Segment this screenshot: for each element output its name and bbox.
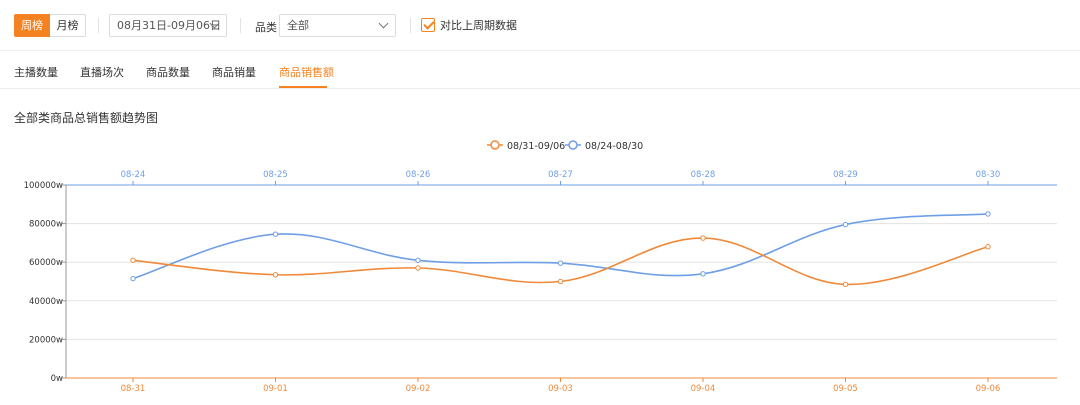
filter-toolbar: 周榜 月榜 08月31日-09月06日 品类 全部 对比上周期数据: [0, 0, 1080, 51]
bottom-x-tick-label: 09-03: [548, 384, 573, 394]
legend-previous-label: 08/24-08/30: [585, 141, 643, 152]
bottom-x-tick-label: 09-02: [406, 384, 431, 394]
weekly-tab[interactable]: 周榜: [14, 14, 50, 37]
data-point-previous: [700, 271, 706, 277]
active-tab-indicator: [279, 86, 327, 88]
data-point-previous: [415, 257, 421, 263]
data-point-previous: [130, 275, 136, 282]
period-toggle: 周榜 月榜: [14, 14, 86, 37]
bottom-x-tick-label: 09-06: [976, 384, 1001, 394]
data-point-current: [130, 257, 136, 263]
bottom-x-tick-label: 08-31: [121, 384, 146, 394]
top-x-tick-label: 08-30: [976, 170, 1001, 180]
y-tick-label: 80000w: [29, 220, 63, 230]
chart-title: 全部类商品总销售额趋势图: [14, 111, 159, 125]
date-range-value: 08月31日-09月06日: [117, 19, 221, 32]
y-tick-label: 100000w: [24, 181, 63, 191]
toolbar-divider: [410, 18, 411, 33]
toolbar-divider: [98, 18, 99, 33]
tab-anchor-count[interactable]: 主播数量: [14, 66, 58, 79]
top-x-tick-label: 08-24: [121, 170, 146, 180]
legend-previous-symbol: [568, 140, 578, 150]
tab-live-sessions[interactable]: 直播场次: [80, 66, 124, 79]
legend-current-label: 08/31-09/06: [507, 141, 565, 152]
top-x-tick-label: 08-28: [691, 170, 716, 180]
compare-checkbox-wrap[interactable]: 对比上周期数据: [421, 17, 517, 33]
top-x-tick-label: 08-29: [833, 170, 858, 180]
tab-product-sales-amount[interactable]: 商品销售额: [279, 66, 334, 79]
top-x-tick-label: 08-26: [406, 170, 431, 180]
data-point-previous: [842, 221, 849, 228]
date-range-select[interactable]: 08月31日-09月06日: [109, 14, 227, 37]
bottom-x-tick-label: 09-05: [833, 384, 858, 394]
y-tick-label: 0w: [51, 374, 63, 384]
compare-label: 对比上周期数据: [440, 19, 517, 32]
category-value: 全部: [287, 19, 309, 32]
toolbar-divider: [240, 18, 241, 33]
data-point-current: [415, 265, 421, 271]
monthly-tab[interactable]: 月榜: [50, 14, 86, 37]
data-point-previous: [272, 231, 279, 237]
data-point-previous: [985, 211, 991, 217]
top-x-tick-label: 08-27: [548, 170, 573, 180]
y-tick-label: 60000w: [29, 258, 63, 268]
data-point-current: [985, 244, 991, 250]
bottom-x-tick-label: 09-04: [691, 384, 716, 394]
y-tick-label: 40000w: [29, 297, 63, 307]
legend-current-symbol: [490, 140, 500, 150]
data-point-previous: [557, 260, 564, 266]
data-point-current: [700, 235, 706, 241]
category-select[interactable]: 全部: [279, 14, 396, 37]
y-tick-label: 20000w: [29, 335, 63, 345]
data-point-current: [272, 272, 279, 278]
compare-checkbox[interactable]: [421, 18, 435, 32]
data-point-current: [842, 281, 849, 288]
tab-product-count[interactable]: 商品数量: [146, 66, 190, 79]
metric-tabs: 主播数量 直播场次 商品数量 商品销量 商品销售额: [0, 50, 1080, 89]
chevron-down-icon: [378, 18, 389, 29]
top-x-tick-label: 08-25: [263, 170, 288, 180]
bottom-x-tick-label: 09-01: [263, 384, 288, 394]
sales-trend-chart: 08/31-09/06 08/24-08/30 0w 20000w 40000w 6000…: [24, 140, 1057, 394]
data-point-current: [557, 278, 564, 285]
category-label: 品类: [255, 21, 277, 34]
tab-product-sales-volume[interactable]: 商品销量: [212, 66, 256, 79]
